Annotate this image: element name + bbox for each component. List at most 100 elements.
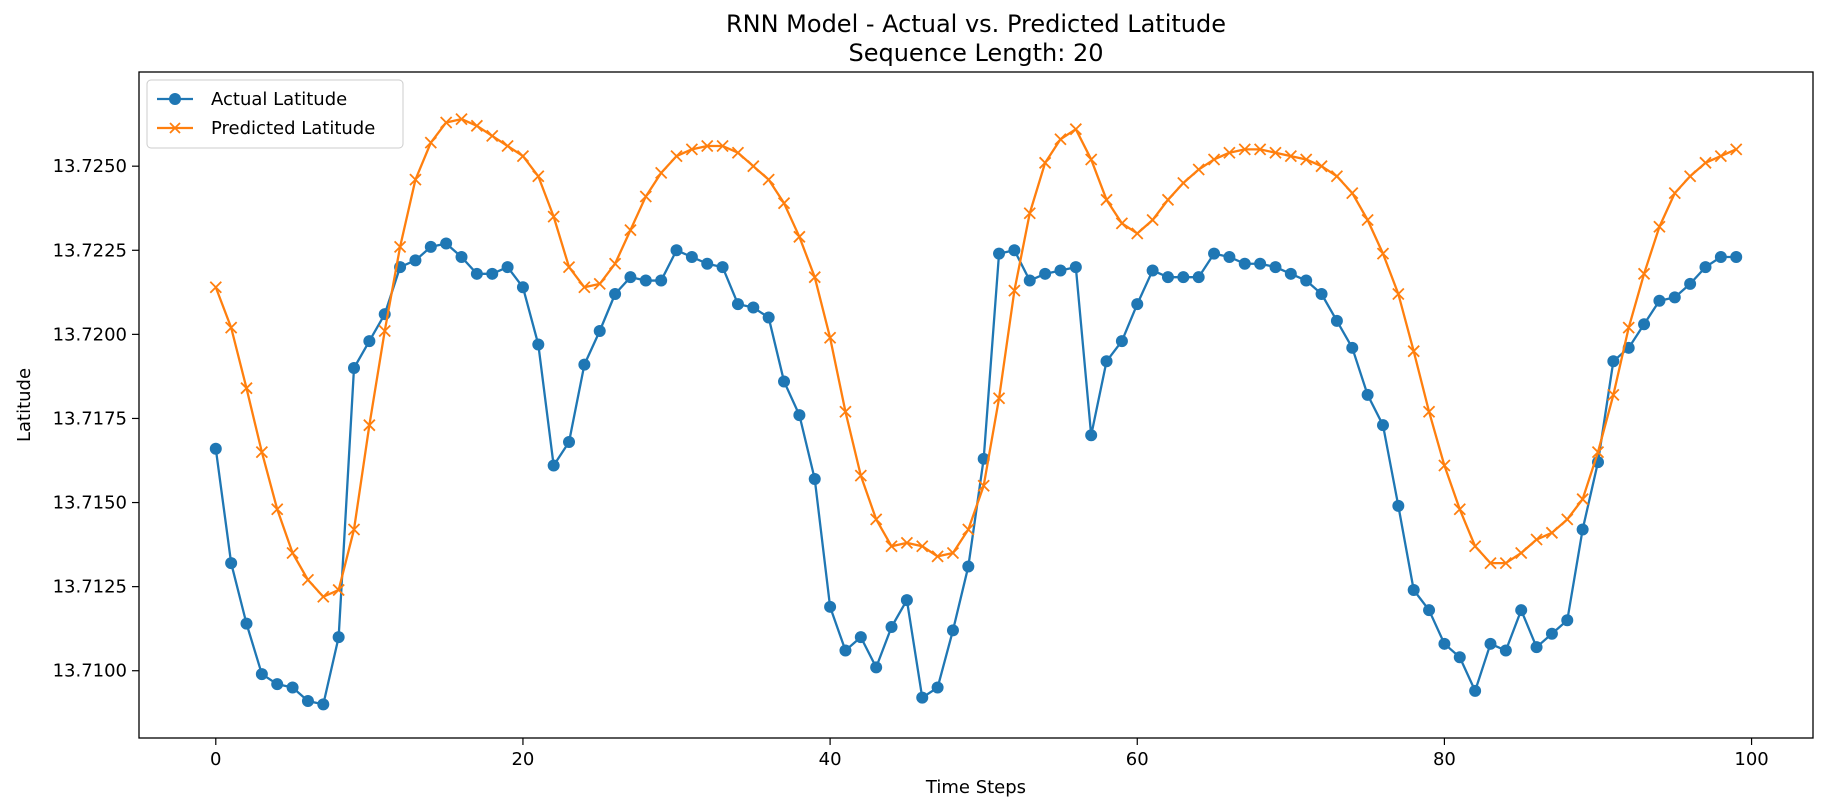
legend-marker-predicted [169, 122, 181, 134]
data-point-actual [808, 473, 821, 485]
data-point-actual [1653, 294, 1666, 307]
data-point-predicted [378, 324, 391, 338]
data-point-actual [286, 681, 299, 694]
x-tick-label: 100 [1734, 749, 1768, 770]
x-axis: 0 20 40 60 80 100 [210, 738, 1769, 770]
data-point-predicted [1453, 503, 1466, 516]
data-point-actual [1039, 267, 1052, 280]
data-point-actual [1085, 429, 1098, 442]
data-point-actual [1300, 274, 1313, 287]
data-point-actual [1208, 247, 1221, 260]
data-point-predicted [1115, 217, 1129, 230]
data-point-predicted [1100, 193, 1113, 206]
x-tick-label: 0 [210, 749, 221, 770]
data-point-actual [563, 436, 576, 448]
data-point-actual [578, 358, 591, 371]
data-point-actual [1484, 637, 1497, 650]
data-point-predicted [701, 139, 714, 153]
data-point-actual [747, 301, 760, 314]
data-point-predicted [470, 119, 484, 132]
data-point-predicted [977, 479, 990, 492]
data-point-actual [854, 631, 867, 644]
data-point-predicted [393, 240, 407, 254]
data-point-actual [532, 338, 545, 351]
data-point-predicted [1714, 149, 1727, 163]
x-axis-label: Time Steps [925, 777, 1026, 798]
data-point-actual [1069, 261, 1082, 274]
data-point-actual [900, 594, 913, 607]
data-point-actual [624, 271, 637, 284]
data-point-actual [1361, 388, 1374, 401]
data-point-predicted [885, 540, 898, 553]
data-point-actual [1161, 271, 1174, 284]
data-point-predicted [1038, 156, 1052, 169]
data-point-actual [317, 698, 330, 711]
data-point-predicted [501, 139, 514, 153]
data-point-predicted [1545, 526, 1559, 539]
data-point-predicted [762, 173, 775, 186]
data-point-actual [1315, 288, 1328, 300]
data-point-actual [501, 261, 514, 274]
data-point-predicted [347, 523, 361, 536]
legend-marker-actual [169, 93, 181, 105]
y-axis: 13.7100 13.7125 13.7150 13.7175 13.7200 13.72… [53, 156, 139, 682]
data-point-actual [793, 409, 806, 422]
data-point-actual [946, 624, 959, 637]
data-point-predicted [1023, 207, 1036, 220]
data-point-predicted [1591, 445, 1605, 459]
data-point-predicted [578, 281, 591, 294]
data-point-predicted [1054, 133, 1067, 146]
y-tick-label: 13.7250 [53, 156, 127, 177]
data-point-predicted [1069, 123, 1082, 136]
data-point-actual [547, 459, 560, 472]
data-point-predicted [1653, 220, 1666, 233]
data-point-actual [516, 281, 529, 294]
x-tick-label: 80 [1433, 749, 1456, 770]
chart-title: RNN Model - Actual vs. Predicted Latitud… [726, 10, 1226, 38]
legend-label-predicted: Predicted Latitude [211, 118, 375, 139]
data-point-predicted [1684, 170, 1697, 183]
data-point-predicted [1376, 247, 1390, 260]
data-point-actual [440, 237, 453, 250]
data-point-actual [716, 261, 729, 274]
data-point-predicted [992, 392, 1006, 405]
data-point-predicted [1407, 345, 1420, 358]
data-point-actual [609, 288, 622, 300]
x-tick-label: 40 [819, 749, 842, 770]
data-point-predicted [1085, 153, 1098, 166]
data-point-actual [1668, 291, 1681, 304]
data-point-actual [363, 335, 376, 348]
data-point-actual [271, 678, 284, 691]
y-tick-label: 13.7100 [53, 661, 127, 682]
data-point-actual [1146, 264, 1159, 277]
data-point-actual [931, 681, 944, 694]
data-point-predicted [1177, 176, 1190, 190]
data-point-predicted [1008, 284, 1021, 297]
data-point-predicted [793, 230, 806, 243]
data-point-actual [1407, 584, 1420, 596]
data-point-predicted [1576, 493, 1589, 506]
data-point-predicted [1223, 146, 1236, 159]
data-point-actual [824, 600, 837, 613]
y-tick-label: 13.7200 [53, 324, 127, 345]
legend-box [146, 79, 404, 149]
data-point-actual [1438, 637, 1451, 650]
data-point-predicted [1161, 193, 1175, 206]
data-point-predicted [332, 583, 345, 597]
data-point-predicted [1131, 227, 1144, 240]
data-point-actual [1376, 419, 1389, 432]
data-point-predicted [1668, 186, 1681, 200]
data-point-predicted [209, 281, 222, 294]
chart-subtitle: Sequence Length: 20 [848, 39, 1103, 67]
data-point-actual [1684, 277, 1697, 290]
data-point-predicted [854, 469, 867, 482]
data-point-predicted [1438, 459, 1451, 472]
data-point-actual [670, 244, 683, 257]
data-point-actual [1561, 614, 1574, 627]
data-point-predicted [1607, 388, 1620, 402]
data-point-actual [839, 644, 852, 657]
data-point-predicted [870, 513, 883, 526]
data-point-actual [1054, 264, 1067, 277]
data-point-actual [1100, 355, 1113, 368]
